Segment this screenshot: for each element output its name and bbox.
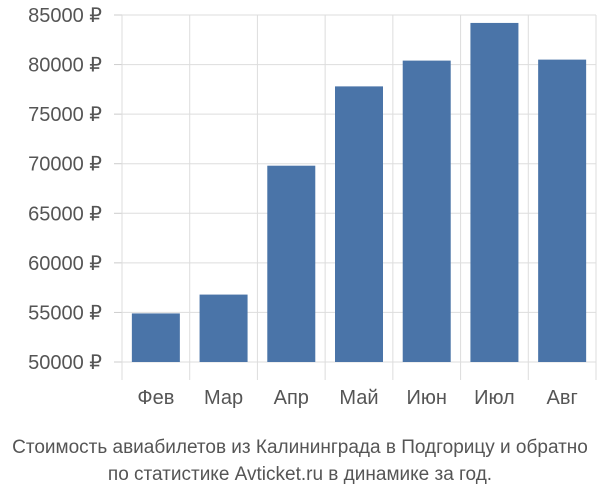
y-tick-label: 70000 ₽ (28, 154, 102, 176)
chart-caption: Стоимость авиабилетов из Калининграда в … (0, 434, 600, 488)
y-tick-label: 60000 ₽ (28, 253, 102, 275)
x-tick-label: Май (339, 387, 378, 409)
bar (538, 59, 587, 362)
y-tick-label: 65000 ₽ (28, 203, 102, 225)
y-tick-label: 50000 ₽ (28, 352, 102, 374)
bar (199, 294, 248, 362)
bar (267, 165, 316, 362)
y-tick-label: 80000 ₽ (28, 55, 102, 77)
x-tick-label: Апр (274, 387, 309, 409)
x-tick-label: Фев (137, 387, 174, 409)
x-tick-label: Июл (474, 387, 515, 409)
x-tick-label: Июн (407, 387, 447, 409)
caption-line-1: Стоимость авиабилетов из Калининграда в … (12, 437, 588, 458)
y-tick-label: 55000 ₽ (28, 302, 102, 324)
bar (402, 60, 451, 362)
bar (470, 22, 519, 363)
bar (335, 86, 383, 362)
x-tick-label: Авг (547, 387, 578, 409)
bar-chart: 50000 ₽ 55000 ₽ 60000 ₽ 65000 ₽ 70000 ₽ 75000… (28, 5, 597, 409)
bar (131, 313, 180, 362)
y-tick-label: 85000 ₽ (28, 5, 102, 27)
y-tick-label: 75000 ₽ (28, 104, 102, 126)
x-tick-label: Мар (204, 387, 243, 409)
caption-line-2: по статистике Avticket.ru в динамике за … (107, 464, 493, 485)
